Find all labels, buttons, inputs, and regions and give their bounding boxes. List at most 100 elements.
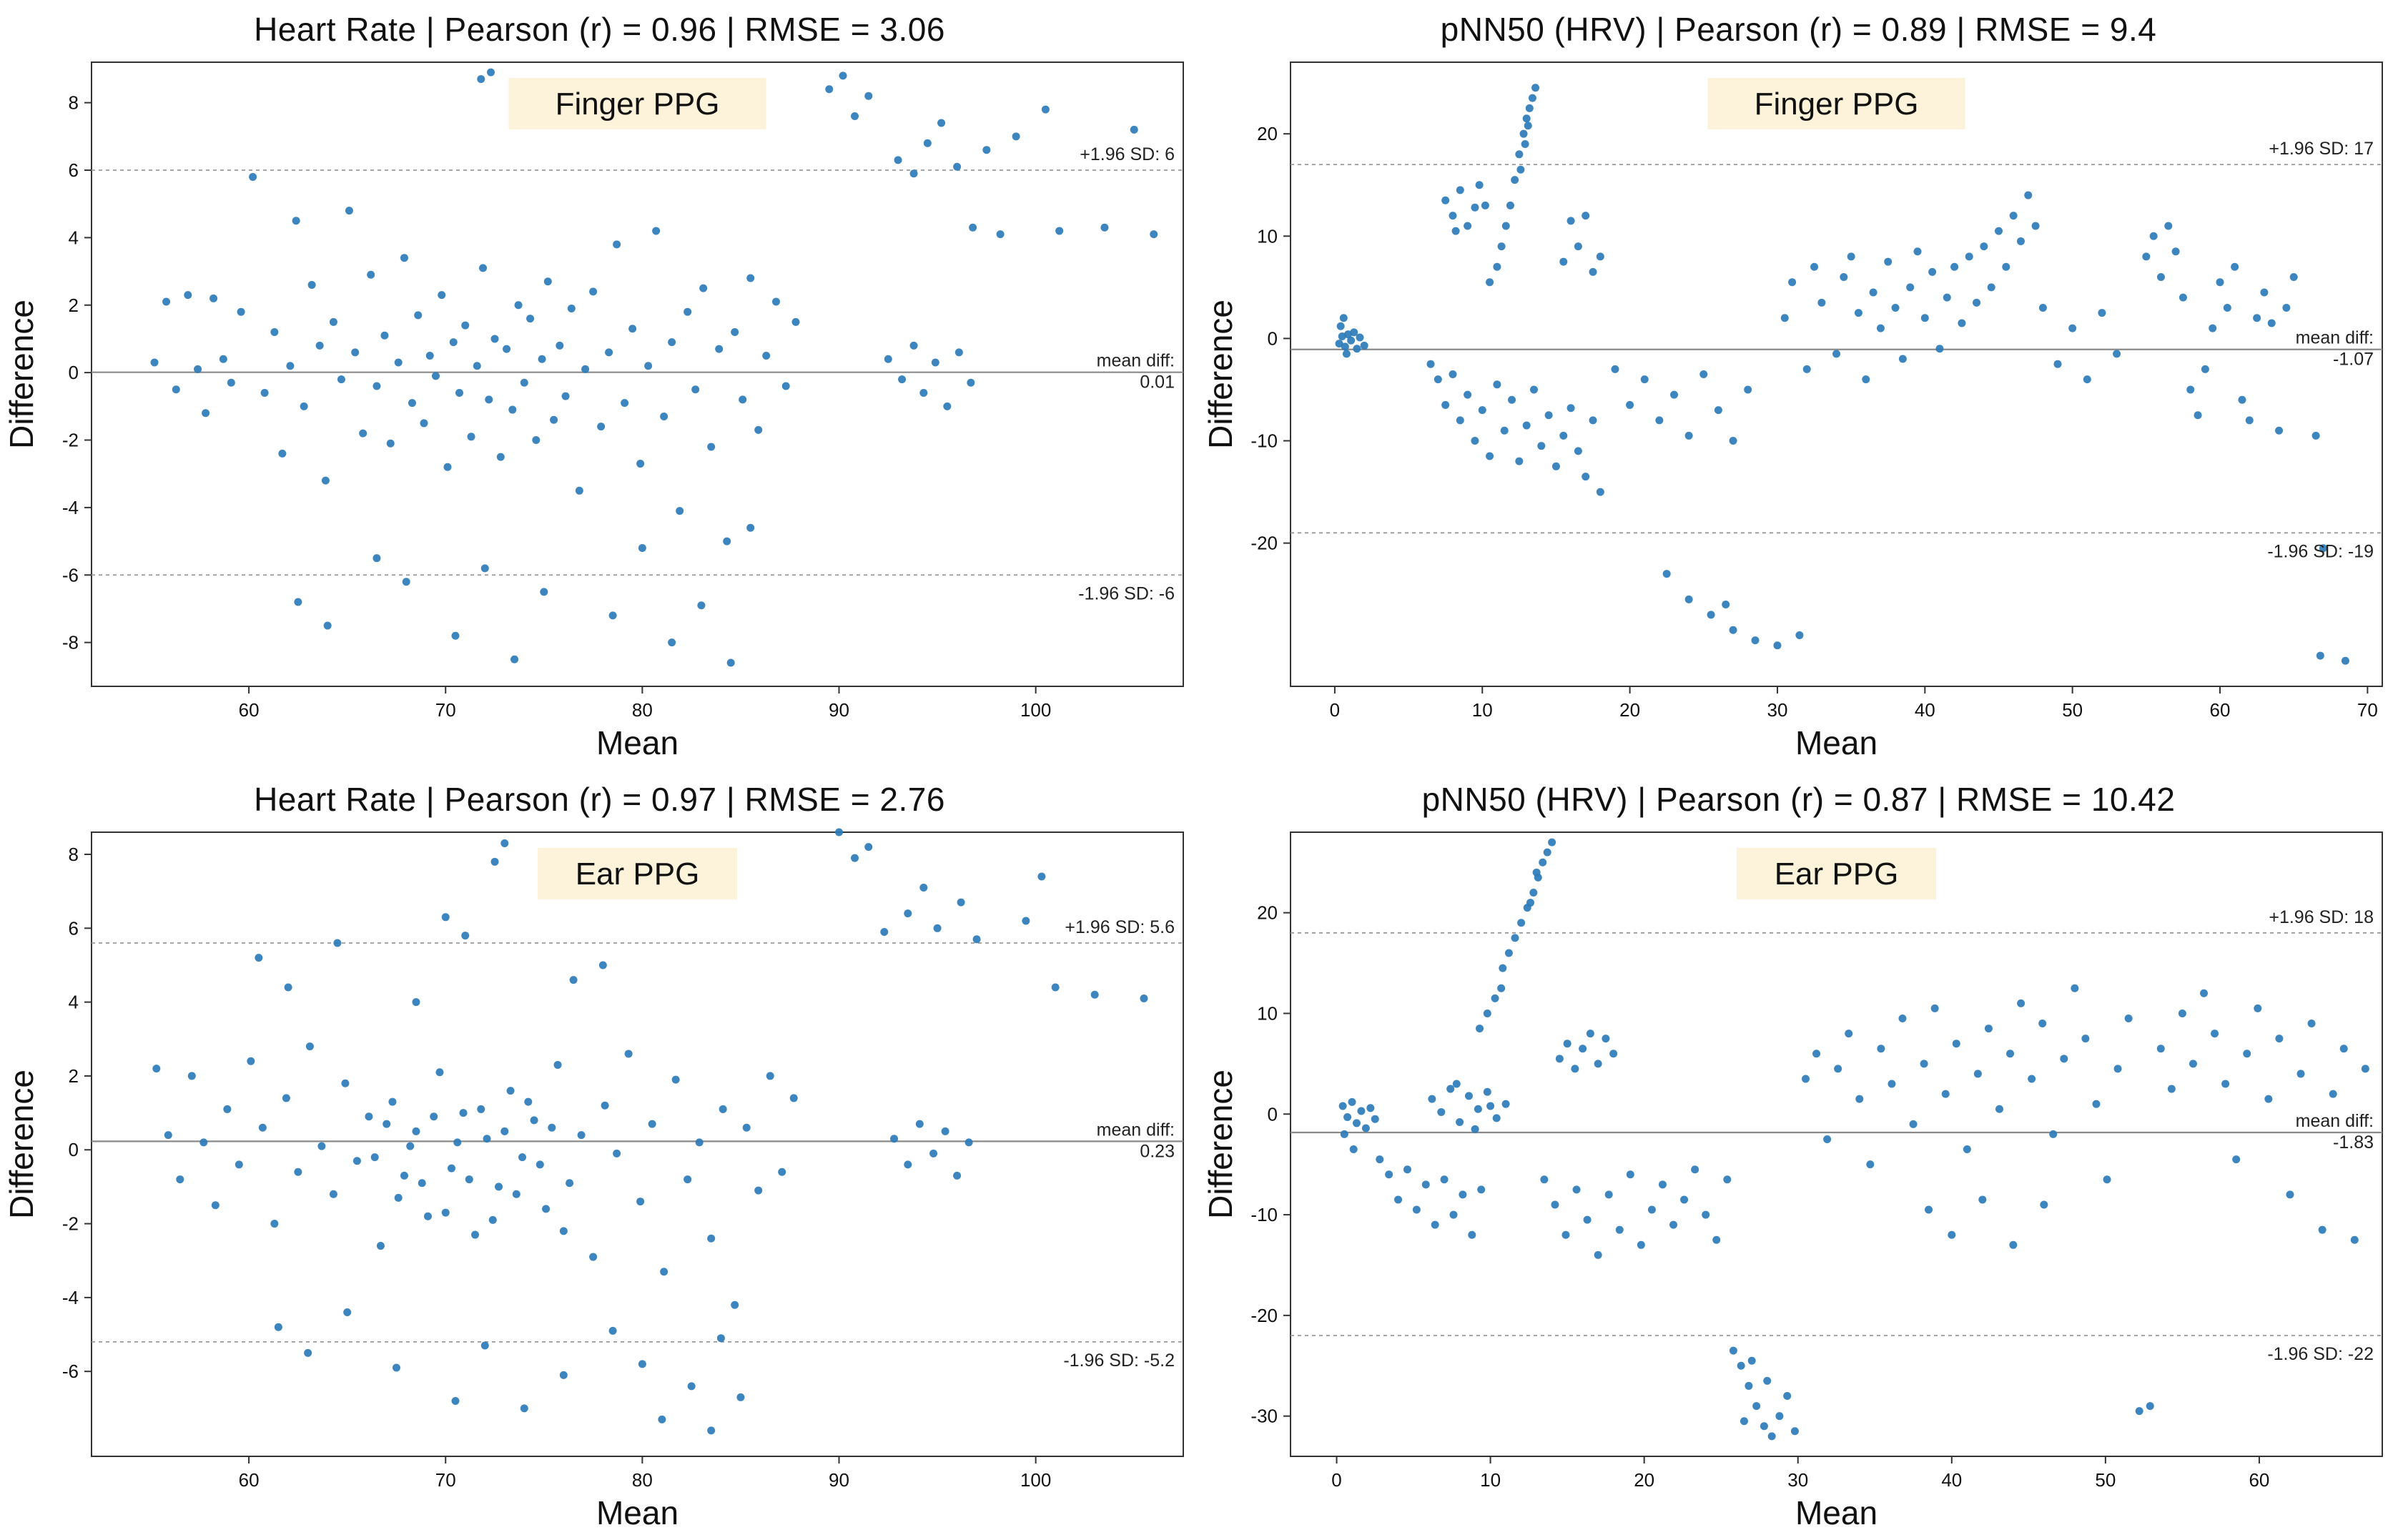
data-point bbox=[459, 1109, 468, 1117]
data-point bbox=[202, 409, 210, 418]
data-point bbox=[1360, 341, 1368, 350]
x-tick-label: 20 bbox=[1619, 699, 1640, 721]
data-point bbox=[1348, 1097, 1356, 1106]
data-point bbox=[1586, 1030, 1594, 1038]
data-point bbox=[2164, 222, 2173, 230]
data-point bbox=[2178, 1009, 2186, 1017]
data-point bbox=[1589, 416, 1597, 425]
data-point bbox=[550, 415, 558, 424]
data-point bbox=[1055, 227, 1064, 235]
data-point bbox=[2179, 293, 2187, 302]
mean-diff-value: 0.23 bbox=[1140, 1141, 1175, 1161]
data-point bbox=[1350, 328, 1358, 337]
data-point bbox=[1493, 380, 1501, 389]
data-point bbox=[176, 1175, 184, 1184]
y-axis-label: Difference bbox=[1206, 300, 1239, 449]
data-point bbox=[1952, 1040, 1960, 1048]
data-point bbox=[1626, 1170, 1634, 1179]
data-point bbox=[1361, 1124, 1370, 1132]
data-point bbox=[483, 1135, 491, 1143]
data-point bbox=[953, 1171, 962, 1180]
data-point bbox=[2060, 1055, 2068, 1063]
data-point bbox=[2311, 431, 2320, 440]
data-point bbox=[1884, 257, 1893, 266]
data-point bbox=[2200, 989, 2209, 997]
data-point bbox=[644, 362, 653, 370]
data-point bbox=[789, 1094, 798, 1102]
data-point bbox=[2017, 999, 2026, 1007]
data-point bbox=[1928, 267, 1937, 276]
data-point bbox=[707, 443, 716, 451]
data-point bbox=[1862, 375, 1870, 384]
y-tick-label: -10 bbox=[1250, 430, 1278, 452]
data-point bbox=[1802, 365, 1811, 373]
data-point bbox=[2016, 237, 2025, 245]
data-point bbox=[1935, 345, 1944, 353]
data-point bbox=[162, 297, 171, 306]
data-point bbox=[1338, 1102, 1347, 1110]
data-point bbox=[2275, 426, 2284, 435]
sensor-badge-label: Ear PPG bbox=[576, 857, 700, 892]
data-point bbox=[1140, 994, 1148, 1002]
data-point bbox=[1729, 1346, 1737, 1355]
data-point bbox=[1571, 1065, 1579, 1073]
data-point bbox=[323, 621, 332, 630]
data-point bbox=[695, 1138, 704, 1147]
mean-diff-value: 0.01 bbox=[1140, 372, 1175, 393]
data-point bbox=[1492, 1114, 1501, 1122]
data-point bbox=[420, 419, 428, 428]
data-point bbox=[412, 998, 420, 1007]
sensor-badge-label: Finger PPG bbox=[556, 87, 720, 122]
data-point bbox=[506, 1087, 515, 1095]
data-point bbox=[1524, 122, 1532, 130]
upper-loa-annotation: +1.96 SD: 5.6 bbox=[1065, 917, 1175, 937]
data-point bbox=[425, 352, 434, 360]
data-point bbox=[1449, 1210, 1458, 1219]
data-point bbox=[480, 564, 489, 573]
data-point bbox=[1965, 252, 1973, 261]
data-point bbox=[1920, 314, 1929, 322]
data-point bbox=[1475, 181, 1484, 189]
data-point bbox=[660, 1268, 668, 1276]
chart-title: pNN50 (HRV) | Pearson (r) = 0.87 | RMSE … bbox=[1421, 781, 2176, 818]
data-point bbox=[621, 399, 629, 408]
data-point bbox=[1925, 1205, 1933, 1214]
data-point bbox=[1464, 390, 1472, 399]
data-point bbox=[172, 385, 180, 394]
data-point bbox=[638, 544, 646, 553]
data-point bbox=[1529, 385, 1538, 394]
data-point bbox=[388, 1097, 397, 1106]
data-point bbox=[691, 385, 700, 394]
data-point bbox=[249, 172, 257, 181]
data-point bbox=[345, 207, 353, 215]
data-point bbox=[1464, 222, 1472, 230]
data-point bbox=[496, 453, 505, 461]
x-tick-label: 30 bbox=[1767, 699, 1787, 721]
data-point bbox=[2289, 273, 2298, 282]
data-point bbox=[2253, 314, 2261, 322]
data-point bbox=[376, 1242, 385, 1250]
data-point bbox=[915, 1120, 924, 1128]
data-point bbox=[1497, 242, 1506, 251]
data-point bbox=[909, 341, 918, 350]
y-tick-label: 10 bbox=[1257, 1002, 1278, 1024]
y-tick-label: 4 bbox=[69, 992, 79, 1013]
data-point bbox=[937, 119, 946, 127]
data-point bbox=[1615, 1225, 1624, 1234]
x-tick-label: 70 bbox=[435, 699, 456, 721]
x-tick-label: 70 bbox=[2357, 699, 2378, 721]
data-point bbox=[559, 1371, 568, 1379]
data-point bbox=[164, 1131, 172, 1140]
upper-loa-annotation: +1.96 SD: 17 bbox=[2269, 139, 2374, 159]
data-point bbox=[2149, 232, 2158, 240]
data-point bbox=[2339, 1045, 2348, 1053]
data-point bbox=[540, 588, 548, 596]
data-point bbox=[1551, 462, 1560, 470]
data-point bbox=[1343, 330, 1352, 339]
y-tick-label: 10 bbox=[1257, 225, 1278, 247]
data-point bbox=[2071, 984, 2079, 992]
data-point bbox=[754, 425, 763, 434]
data-point bbox=[292, 217, 300, 225]
y-tick-label: -10 bbox=[1250, 1204, 1278, 1225]
x-tick-label: 80 bbox=[632, 1469, 653, 1491]
